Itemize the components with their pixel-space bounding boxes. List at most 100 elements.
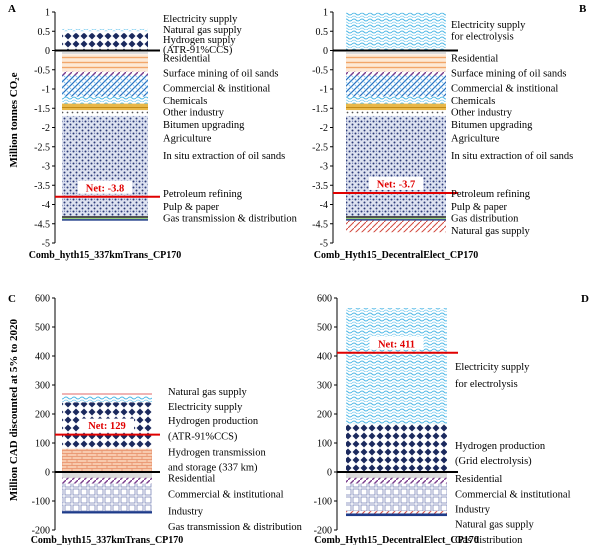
bar-segment	[62, 219, 148, 221]
bar-segment	[62, 75, 148, 97]
segment-label: Bitumen upgrading	[451, 120, 533, 131]
y-tick-label: 1	[323, 8, 328, 19]
bar-segment	[346, 219, 446, 221]
y-tick-label: -0.5	[312, 65, 328, 76]
bar-segment	[62, 391, 152, 397]
panel-letter: B	[579, 3, 587, 15]
panel-d: 600 500 400 300 200 100 0 -100 -200 Net: 411 Elect…	[314, 293, 589, 546]
y-tick-label: -1.5	[312, 104, 328, 115]
segment-label: Commercial & institional	[163, 84, 270, 95]
x-axis-label: Comb_hyth15_337kmTrans_CP170	[29, 250, 182, 261]
segment-label: Pulp & paper	[163, 202, 219, 213]
bar-segment	[346, 54, 446, 72]
bar-segment	[346, 115, 446, 217]
segment-label: Agriculture	[451, 133, 500, 144]
bar-segment	[346, 96, 446, 104]
segment-label: Electricity supply	[168, 402, 243, 413]
y-tick-label: -2.5	[34, 142, 50, 153]
bar-segment	[346, 103, 446, 111]
y-tick-label: -5	[320, 239, 328, 250]
y-tick-label: -200	[314, 526, 332, 537]
bar-segment	[62, 33, 148, 51]
segment-label: Commercial & institutional	[455, 489, 571, 500]
bar-segment	[62, 217, 148, 220]
segment-label: Pulp & paper	[451, 202, 507, 213]
y-tick-label: -0.5	[34, 65, 50, 76]
bar-segment	[62, 28, 148, 32]
net-label-box	[80, 418, 134, 432]
segment-label: Natural gas supply	[163, 25, 242, 36]
y-tick-label: 0	[45, 46, 50, 57]
y-tick-label: -3	[320, 162, 328, 173]
y-tick-label: -5	[42, 239, 50, 250]
bar-segment	[346, 12, 446, 51]
panel-letter: C	[8, 293, 16, 305]
bar-segment	[346, 424, 447, 472]
y-tick-label: 0	[45, 468, 50, 479]
segment-label: Gas distribution	[455, 535, 523, 545]
bar-segment	[62, 103, 148, 111]
bar-segment	[62, 115, 148, 217]
segment-label: (ATR-91%CCS)	[168, 432, 238, 443]
panel-letter: D	[581, 293, 589, 305]
y-tick-label: 500	[35, 323, 50, 334]
y-tick-label: -200	[32, 526, 50, 537]
y-tick-label: -3.5	[312, 181, 328, 192]
segment-label: Natural gas supply	[455, 520, 534, 531]
y-tick-label: 200	[317, 410, 332, 421]
x-axis-label: Comb_Hyth15_DecentralElect_CP170	[314, 535, 478, 545]
bar-segment	[62, 477, 152, 484]
segment-label: Hydrogen transmission	[168, 447, 266, 458]
panel-c: 600 500 400 300 200 100 0 -100 -200 Net: 129 Natur…	[8, 293, 303, 546]
segment-label: and storage (337 km)	[168, 462, 258, 473]
bar-segment	[62, 216, 148, 218]
y-tick-label: -3	[42, 162, 50, 173]
y-tick-label: -100	[32, 497, 50, 508]
y-tick-label: 600	[317, 294, 332, 305]
segment-label: Gas transmission & distribution	[163, 213, 298, 224]
segment-label: Petroleum refining	[451, 189, 531, 200]
y-axis-label-bottom: Million CAD discounted at 5% to 2020	[8, 318, 20, 501]
net-label: Net: -3.8	[86, 183, 124, 194]
y-tick-label: 200	[35, 410, 50, 421]
segment-label: Agriculture	[163, 133, 212, 144]
net-label-box	[369, 176, 423, 190]
y-tick-label: -4	[42, 200, 50, 211]
y-tick-label: 0	[327, 468, 332, 479]
bar-segment	[346, 75, 446, 97]
y-tick-label: -1.5	[34, 104, 50, 115]
segment-label: for electrolysis	[455, 379, 518, 390]
y-tick-label: 600	[35, 294, 50, 305]
segment-label: Commercial & institutional	[168, 489, 284, 500]
bar-segment	[346, 513, 447, 517]
segment-label: Commercial & institional	[451, 84, 558, 95]
segment-label: In situ extraction of oil sands	[451, 151, 573, 162]
panel-b: 1 0.5 0 -0.5 -1 -1.5 -2 -2.5 -3 -3.5 -4 -4.5 -5 Net: …	[312, 3, 587, 261]
y-tick-label: -2	[320, 123, 328, 134]
bar-segment	[62, 396, 152, 403]
bar-segment	[62, 483, 152, 512]
y-tick-label: -2	[42, 123, 50, 134]
segment-label: Residential	[163, 54, 210, 65]
net-label-box	[369, 336, 424, 350]
y-tick-label: -4.5	[312, 219, 328, 230]
y-tick-label: -4	[320, 200, 328, 211]
segment-label: Bitumen upgrading	[163, 120, 245, 131]
x-axis-label: Comb_Hyth15_DecentralElect_CP170	[314, 250, 478, 261]
y-tick-label: 1	[45, 8, 50, 19]
y-tick-label: 0.5	[316, 27, 329, 38]
y-tick-label: -1	[320, 85, 328, 96]
bar-segment	[62, 110, 148, 116]
segment-label: In situ extraction of oil sands	[163, 151, 285, 162]
y-tick-label: 100	[35, 439, 50, 450]
bar-segment	[62, 96, 148, 104]
segment-label: Electricity supply	[163, 14, 238, 25]
bar-segment	[62, 31, 148, 34]
segment-label: Industry	[168, 507, 204, 518]
segment-label: Natural gas supply	[168, 387, 247, 398]
segment-label: Natural gas supply	[451, 226, 530, 237]
panel-letter: A	[8, 3, 16, 15]
segment-label: Industry	[455, 505, 491, 516]
bar-segment	[346, 308, 447, 425]
